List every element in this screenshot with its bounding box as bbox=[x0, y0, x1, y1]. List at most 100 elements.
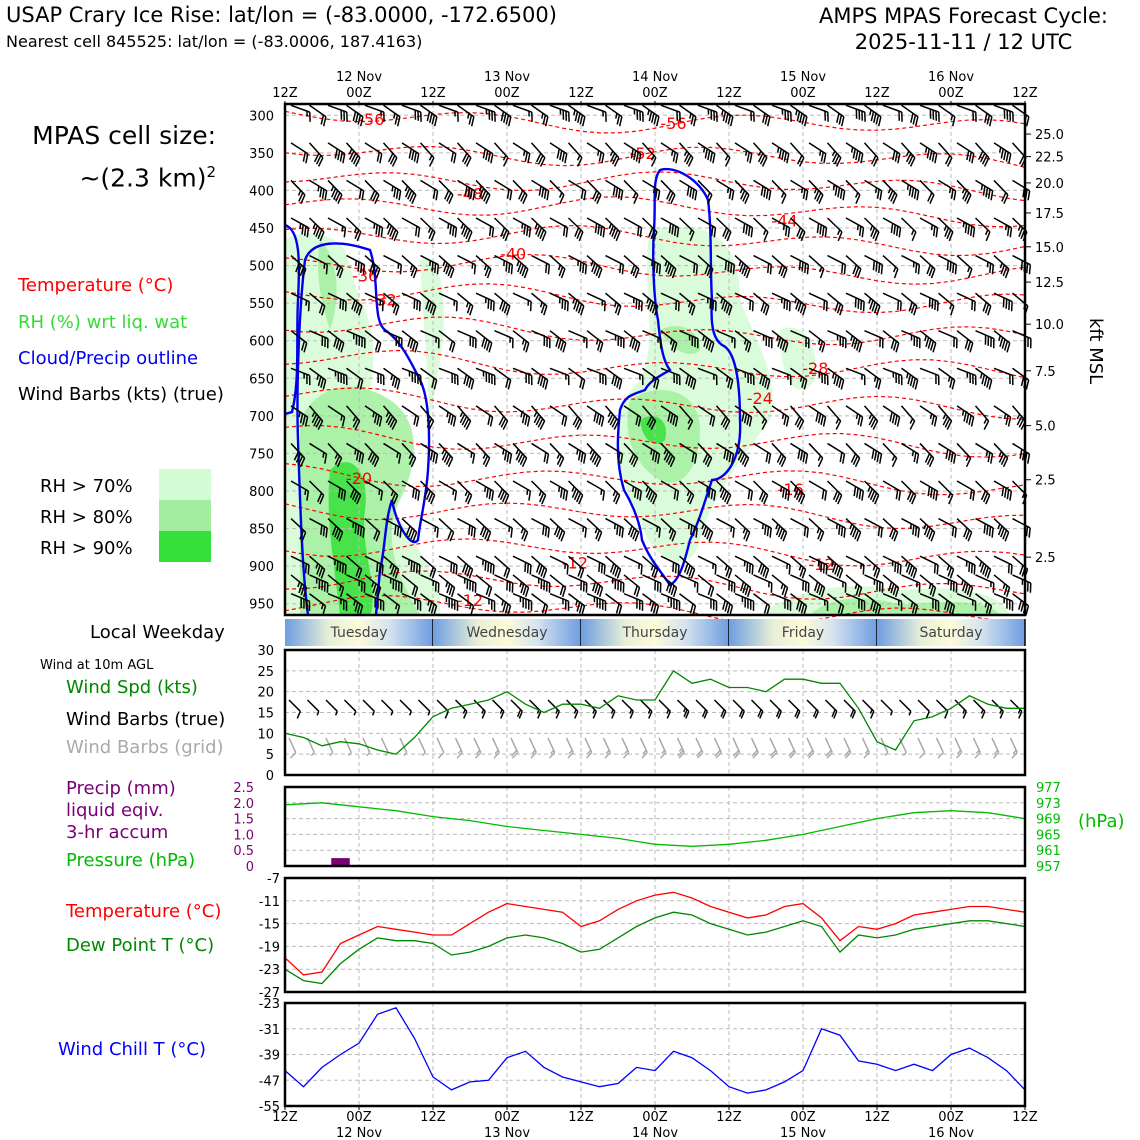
barb-half-flag bbox=[647, 109, 650, 116]
barb-half-flag bbox=[390, 374, 394, 381]
xs-wind-barb bbox=[475, 555, 495, 575]
barb-flag bbox=[448, 585, 453, 596]
xs-wind-barb bbox=[364, 480, 384, 501]
barb-flag bbox=[769, 264, 773, 275]
barb-half-flag bbox=[897, 600, 900, 606]
kft-tick-label: 10.0 bbox=[1035, 318, 1064, 333]
xs-wind-barb bbox=[697, 217, 717, 238]
top-hour-label: 12Z bbox=[568, 86, 594, 101]
barb-half-flag bbox=[962, 709, 966, 714]
barb-staff bbox=[716, 442, 734, 455]
barb-staff bbox=[531, 555, 548, 570]
barb-staff bbox=[1011, 405, 1027, 422]
barb-flag bbox=[504, 494, 510, 505]
barb-flag bbox=[807, 583, 810, 593]
barb-flag bbox=[561, 299, 564, 309]
barb-flag bbox=[683, 563, 689, 573]
xs-wind-barb bbox=[938, 593, 956, 616]
pressure-tick-label: 500 bbox=[249, 260, 274, 275]
xs-wind-barb bbox=[549, 292, 569, 312]
barb-staff bbox=[457, 593, 474, 607]
barb-staff bbox=[473, 737, 482, 753]
barb-flag bbox=[430, 603, 435, 614]
barb-half-flag bbox=[539, 301, 543, 308]
windchill-tick-label: -39 bbox=[259, 1049, 280, 1064]
xs-wind-barb bbox=[605, 555, 622, 579]
kft-tick-label: 2.5 bbox=[1035, 551, 1056, 566]
barb-half-flag bbox=[421, 751, 426, 757]
barb-flag bbox=[441, 451, 448, 461]
xs-wind-barb bbox=[531, 574, 551, 593]
barb-flag bbox=[614, 579, 617, 590]
barb-flag bbox=[874, 231, 880, 242]
barb-flag bbox=[350, 152, 357, 163]
barb-staff bbox=[346, 517, 365, 529]
barb-half-flag bbox=[316, 374, 320, 381]
barb-staff bbox=[660, 217, 679, 229]
cell-size-line2: ~(2.3 km)2 bbox=[22, 154, 216, 196]
barb-half-flag bbox=[910, 601, 914, 608]
barb-half-flag bbox=[317, 185, 320, 192]
barb-staff bbox=[420, 330, 440, 340]
barb-flag bbox=[687, 492, 693, 503]
barb-flag bbox=[500, 418, 507, 428]
barb-flag bbox=[500, 227, 506, 237]
pressure-tick-label: 750 bbox=[249, 447, 274, 462]
barb-flag bbox=[911, 231, 917, 242]
xs-wind-barb bbox=[605, 179, 624, 201]
xs-wind-barb bbox=[956, 104, 977, 122]
xs-wind-barb bbox=[568, 330, 588, 349]
xs-wind-barb bbox=[549, 330, 567, 353]
xs-wind-barb bbox=[401, 255, 418, 279]
xs-wind-barb bbox=[604, 405, 620, 430]
cell-size-label: MPAS cell size: ~(2.3 km)2 bbox=[22, 118, 216, 196]
barb-staff bbox=[493, 217, 510, 233]
barb-flag bbox=[484, 560, 487, 571]
xs-wind-barb bbox=[863, 480, 880, 505]
barb-half-flag bbox=[330, 185, 335, 192]
barb-half-flag bbox=[590, 260, 594, 267]
barb-flag bbox=[650, 420, 657, 430]
barb-flag bbox=[622, 338, 625, 349]
barb-flag bbox=[702, 453, 709, 463]
barb-flag bbox=[685, 711, 690, 719]
barb-staff bbox=[826, 217, 843, 233]
xs-wind-barb bbox=[845, 593, 866, 611]
barb-flag bbox=[414, 110, 417, 120]
barb-flag bbox=[932, 489, 936, 500]
barb-flag bbox=[728, 580, 731, 591]
barb-flag bbox=[926, 455, 933, 465]
barb-flag bbox=[788, 301, 791, 312]
barb-flag bbox=[486, 531, 492, 542]
barb-flag bbox=[297, 455, 304, 465]
barb-flag bbox=[652, 494, 658, 505]
barb-staff bbox=[771, 255, 788, 270]
barb-flag bbox=[732, 264, 736, 275]
barb-flag bbox=[1003, 340, 1009, 351]
pressure-tick-label: 700 bbox=[249, 410, 274, 425]
barb-flag bbox=[836, 113, 840, 123]
barb-staff bbox=[845, 405, 864, 418]
barb-flag bbox=[729, 605, 734, 616]
barb-flag bbox=[446, 583, 451, 594]
barb-staff bbox=[901, 104, 919, 118]
barb-half-flag bbox=[781, 109, 784, 115]
barb-flag bbox=[692, 379, 697, 390]
xs-wind-barb bbox=[938, 517, 957, 538]
barb-staff bbox=[660, 104, 681, 113]
xs-wind-barb bbox=[679, 555, 696, 579]
xs-wind-barb bbox=[901, 442, 920, 464]
barb-half-flag bbox=[762, 334, 765, 341]
windchill-panel: -55-47-39-31-23 bbox=[259, 997, 1027, 1115]
xs-wind-barb bbox=[919, 593, 940, 611]
barb-flag bbox=[879, 453, 883, 464]
barb-flag bbox=[653, 378, 657, 388]
barb-staff bbox=[864, 574, 884, 584]
barb-flag bbox=[833, 711, 838, 719]
rh-region bbox=[660, 326, 700, 354]
barb-flag bbox=[928, 297, 931, 308]
barb-half-flag bbox=[998, 147, 1002, 153]
xs-wind-barb bbox=[771, 292, 791, 312]
barb-flag bbox=[839, 305, 844, 316]
xs-wind-barb bbox=[308, 405, 324, 430]
